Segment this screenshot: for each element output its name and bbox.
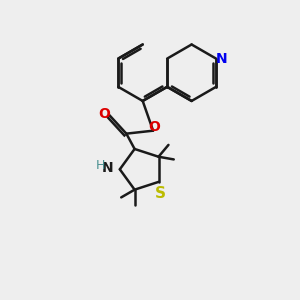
Text: N: N [216,52,228,66]
Text: O: O [149,120,161,134]
Text: H: H [96,159,105,172]
Text: S: S [154,186,166,201]
Text: O: O [99,107,111,121]
Text: N: N [102,161,113,175]
